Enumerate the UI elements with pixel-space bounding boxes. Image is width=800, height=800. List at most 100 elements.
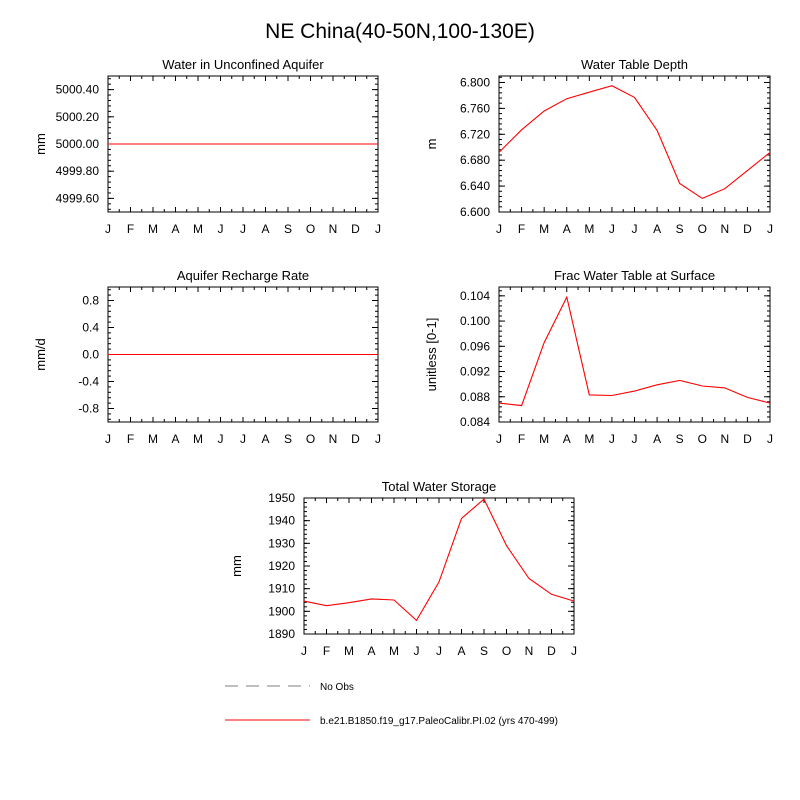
y-tick-label: 4999.60 [56, 191, 100, 205]
x-tick-label: F [518, 222, 525, 236]
series-line [303, 498, 575, 622]
x-tick-label: F [127, 432, 134, 446]
y-tick-label: 1930 [268, 536, 295, 550]
x-tick-label: A [171, 432, 179, 446]
x-tick-label: J [767, 222, 773, 236]
x-tick-label: J [375, 432, 381, 446]
y-tick-label: 0.8 [82, 294, 99, 308]
y-tick-label: 0.100 [460, 314, 490, 328]
x-tick-label: D [351, 432, 360, 446]
y-tick-label: 0.092 [460, 365, 490, 379]
x-tick-label: J [240, 432, 246, 446]
y-axis-label: mm/d [33, 338, 48, 371]
x-tick-label: D [547, 644, 556, 658]
series-line [498, 295, 771, 407]
y-tick-label: 1890 [268, 627, 295, 641]
x-tick-label: J [496, 222, 502, 236]
x-tick-label: A [563, 432, 571, 446]
panel-title: Water in Unconfined Aquifer [162, 57, 324, 72]
x-tick-label: J [767, 432, 773, 446]
x-tick-label: M [193, 222, 203, 236]
y-tick-label: 1910 [268, 582, 295, 596]
y-tick-label: 6.800 [460, 75, 490, 89]
series-line [498, 85, 771, 200]
x-tick-label: A [457, 644, 465, 658]
x-tick-label: M [539, 432, 549, 446]
x-tick-label: J [105, 222, 111, 236]
x-tick-label: J [609, 432, 615, 446]
x-tick-label: F [518, 432, 525, 446]
x-tick-label: J [632, 222, 638, 236]
x-tick-label: S [676, 222, 684, 236]
y-axis-label: m [424, 139, 439, 150]
x-tick-label: M [193, 432, 203, 446]
legend: No Obs b.e21.B1850.f19_g17.PaleoCalibr.P… [225, 682, 558, 727]
x-tick-label: J [218, 222, 224, 236]
x-tick-label: D [743, 432, 752, 446]
x-tick-label: M [344, 644, 354, 658]
y-tick-label: 1940 [268, 514, 295, 528]
y-tick-label: 5000.20 [56, 110, 100, 124]
y-tick-label: 1900 [268, 604, 295, 618]
x-tick-label: F [127, 222, 134, 236]
x-tick-label: M [148, 222, 158, 236]
x-tick-label: A [653, 432, 661, 446]
x-tick-label: J [632, 432, 638, 446]
plot-frame [303, 497, 575, 635]
y-tick-label: 6.600 [460, 205, 490, 219]
x-tick-label: A [563, 222, 571, 236]
x-tick-label: J [105, 432, 111, 446]
y-axis-label: mm [229, 555, 244, 577]
x-tick-label: M [584, 432, 594, 446]
x-tick-label: S [284, 222, 292, 236]
panel-title: Aquifer Recharge Rate [177, 268, 309, 283]
y-tick-label: 0.088 [460, 390, 490, 404]
y-tick-label: 6.640 [460, 179, 490, 193]
y-axis-label: unitless [0-1] [424, 318, 439, 392]
x-tick-label: M [148, 432, 158, 446]
x-tick-label: J [436, 644, 442, 658]
y-tick-label: 0.4 [82, 321, 99, 335]
panel-title: Total Water Storage [382, 479, 496, 494]
x-tick-label: S [676, 432, 684, 446]
x-tick-label: J [240, 222, 246, 236]
y-tick-label: 1920 [268, 559, 295, 573]
x-tick-label: A [367, 644, 375, 658]
y-tick-label: 4999.80 [56, 164, 100, 178]
x-tick-label: J [375, 222, 381, 236]
y-tick-label: 1950 [268, 491, 295, 505]
figure-title: NE China(40-50N,100-130E) [265, 20, 535, 43]
y-tick-label: 0.096 [460, 339, 490, 353]
x-tick-label: J [414, 644, 420, 658]
x-tick-label: A [171, 222, 179, 236]
y-axis-label: mm [33, 133, 48, 155]
x-tick-label: J [496, 432, 502, 446]
panel-title: Frac Water Table at Surface [554, 268, 715, 283]
x-tick-label: J [301, 644, 307, 658]
x-tick-label: D [743, 222, 752, 236]
y-tick-label: 5000.00 [56, 137, 100, 151]
legend-obs-label: No Obs [320, 682, 354, 693]
legend-model-label: b.e21.B1850.f19_g17.PaleoCalibr.PI.02 (y… [320, 716, 558, 727]
x-tick-label: A [261, 222, 269, 236]
x-tick-label: S [284, 432, 292, 446]
x-tick-label: A [653, 222, 661, 236]
x-tick-label: O [306, 432, 315, 446]
y-tick-label: 0.084 [460, 415, 490, 429]
y-tick-label: 6.680 [460, 153, 490, 167]
x-tick-label: O [698, 432, 707, 446]
x-tick-label: S [480, 644, 488, 658]
x-tick-label: J [571, 644, 577, 658]
x-tick-label: J [609, 222, 615, 236]
y-tick-label: 5000.40 [56, 83, 100, 97]
x-tick-label: J [218, 432, 224, 446]
x-tick-label: N [720, 432, 729, 446]
x-tick-label: N [329, 222, 338, 236]
x-tick-label: N [720, 222, 729, 236]
y-tick-label: 0.104 [460, 289, 490, 303]
